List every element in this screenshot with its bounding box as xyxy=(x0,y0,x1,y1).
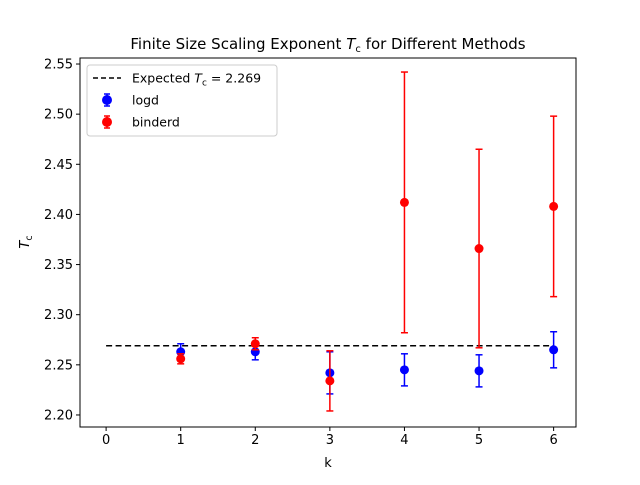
binderd-point xyxy=(399,197,409,207)
y-tick-label: 2.50 xyxy=(44,108,73,123)
x-tick-label: 2 xyxy=(251,433,259,448)
y-tick-label: 2.30 xyxy=(44,308,73,323)
y-axis-label: Tc xyxy=(18,235,35,248)
legend-binderd-label: binderd xyxy=(132,115,180,130)
binderd-point xyxy=(474,244,484,254)
x-axis-label: k xyxy=(324,456,332,471)
legend-logd-label: logd xyxy=(132,93,159,108)
y-axis: 2.20 2.25 2.30 2.35 2.40 2.45 2.50 2.55 xyxy=(44,58,80,423)
y-tick-label: 2.40 xyxy=(44,208,73,223)
x-tick-label: 4 xyxy=(400,433,408,448)
logd-point xyxy=(399,365,409,375)
x-tick-label: 1 xyxy=(177,433,185,448)
binderd-point xyxy=(325,376,335,386)
binderd-point xyxy=(549,201,559,211)
legend-binderd-marker xyxy=(102,115,112,129)
y-tick-label: 2.45 xyxy=(44,158,73,173)
y-tick-label: 2.55 xyxy=(44,58,73,73)
x-tick-label: 3 xyxy=(326,433,334,448)
legend-reference-label: Expected Tc = 2.269 xyxy=(132,71,261,89)
y-tick-label: 2.20 xyxy=(44,408,73,423)
y-tick-label: 2.25 xyxy=(44,358,73,373)
legend-box xyxy=(86,64,278,137)
x-tick-label: 0 xyxy=(102,433,110,448)
plot-frame xyxy=(79,57,577,428)
x-tick-label: 6 xyxy=(549,433,557,448)
logd-point xyxy=(474,366,484,376)
binderd-point xyxy=(250,339,260,349)
chart-title: Finite Size Scaling Exponent Tc for Diff… xyxy=(130,35,525,55)
y-tick-label: 2.35 xyxy=(44,258,73,273)
legend-logd-marker xyxy=(102,93,112,107)
binderd-point xyxy=(176,354,186,364)
series-binderd xyxy=(176,71,559,412)
x-tick-label: 5 xyxy=(475,433,483,448)
legend: Expected Tc = 2.269 logd binderd xyxy=(86,64,278,137)
x-axis: 0 1 2 3 4 5 6 xyxy=(102,427,558,448)
logd-point xyxy=(549,345,559,355)
